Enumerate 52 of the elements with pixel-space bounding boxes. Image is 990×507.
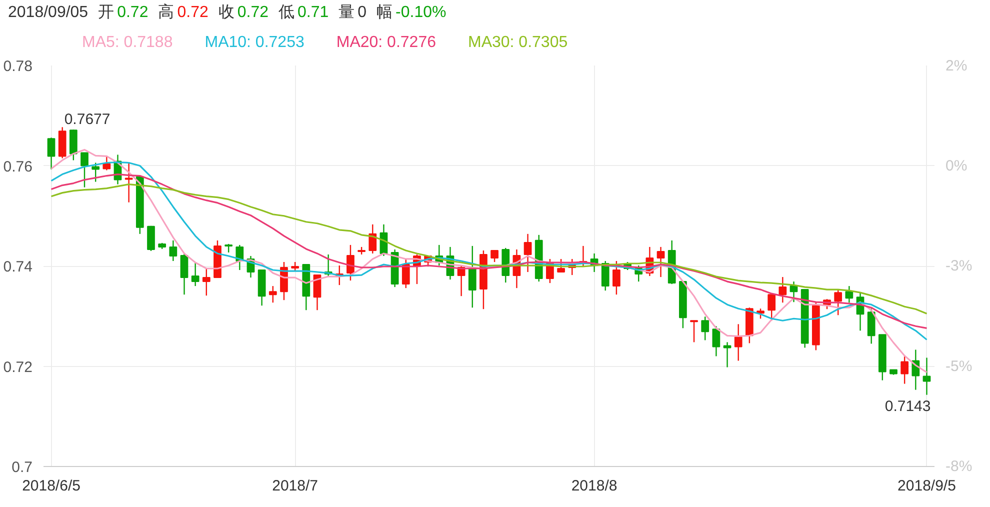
candlestick xyxy=(80,152,88,188)
chart-title: 2018/09/05 开 0.72 高 0.72 收 0.72 低 0.71 量 0 幅 -0.10% xyxy=(8,4,446,21)
annotation: 0.7143 xyxy=(884,398,931,415)
text: MA30: 0.7305 xyxy=(468,34,568,51)
candlestick xyxy=(701,316,710,341)
text: MA20: 0.7276 xyxy=(336,34,436,51)
x-tick-label: 2018/9/5 xyxy=(898,478,956,494)
candlestick xyxy=(900,356,909,384)
candlestick xyxy=(922,357,931,396)
y-tick-label: 0.78 xyxy=(3,58,33,75)
candlestick xyxy=(734,324,742,362)
candlestick xyxy=(47,137,56,170)
text: MA10: 0.7253 xyxy=(204,34,304,51)
candlestick xyxy=(202,268,210,296)
x-tick-label: 2018/7 xyxy=(272,478,318,494)
candlestick xyxy=(490,250,498,263)
candlestick xyxy=(346,244,354,282)
candlestick xyxy=(169,240,178,262)
candlestick xyxy=(756,308,764,320)
candlestick xyxy=(778,276,787,304)
y-tick-label: 0.72 xyxy=(3,358,33,376)
candlestick xyxy=(845,285,854,304)
candlestick xyxy=(124,162,133,203)
text: MA5: 0.7188 xyxy=(82,34,173,51)
candlestick xyxy=(723,342,732,368)
candlestick xyxy=(867,308,876,344)
candlestick xyxy=(690,320,698,343)
candlestick xyxy=(601,260,610,292)
candlestick xyxy=(524,233,532,273)
candlestick xyxy=(790,280,798,303)
candlestick xyxy=(656,246,665,278)
candlestick xyxy=(268,285,277,304)
candlestick xyxy=(612,260,620,296)
x-tick-label: 2018/6/5 xyxy=(22,478,80,494)
candlestick xyxy=(102,155,111,171)
candlestick xyxy=(69,129,78,161)
candlestick xyxy=(368,224,377,254)
line-series xyxy=(50,183,928,314)
candlestick xyxy=(712,326,720,357)
candlestick xyxy=(468,245,476,308)
candlestick xyxy=(834,288,842,316)
y-tick-label: 0.76 xyxy=(3,158,33,176)
candlestick xyxy=(92,162,100,182)
y-tick-label: 0.74 xyxy=(3,258,33,276)
candlestick xyxy=(912,349,920,390)
annotation: 0.7677 xyxy=(64,111,110,128)
candlestick xyxy=(291,261,299,272)
x-tick-label: 2018/8 xyxy=(571,478,618,494)
y-tick-label: 0.7 xyxy=(12,459,33,476)
candlestick xyxy=(191,262,200,287)
candlestick xyxy=(147,225,155,252)
candlestick xyxy=(180,252,188,296)
